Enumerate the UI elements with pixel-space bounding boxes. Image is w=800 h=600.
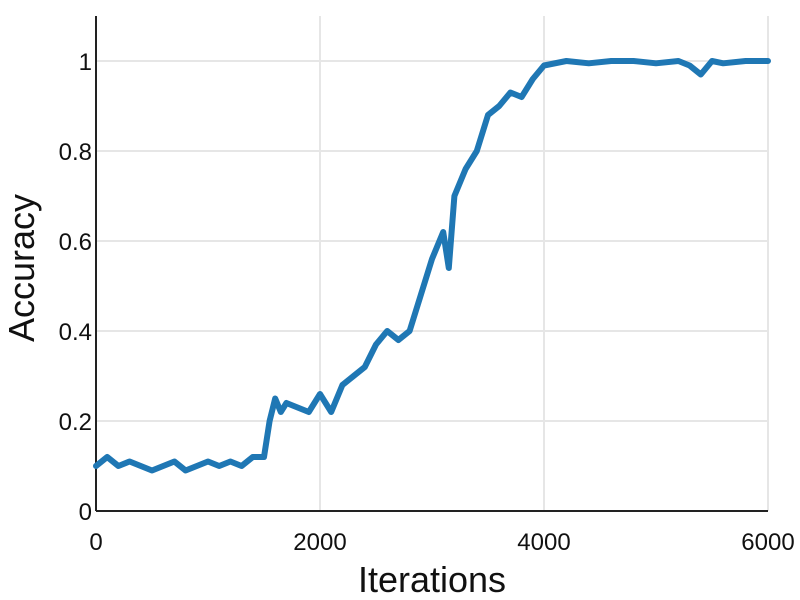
y-tick-label: 0 <box>79 499 92 526</box>
series-layer <box>93 58 771 474</box>
x-axis-title: Iterations <box>358 559 506 600</box>
accuracy-series-line <box>93 58 771 474</box>
x-tick-label: 0 <box>89 529 102 556</box>
y-axis-title: Accuracy <box>1 194 42 342</box>
x-tick-labels: 0 2000 4000 6000 <box>89 529 794 556</box>
y-tick-labels: 0 0.2 0.4 0.6 0.8 1 <box>59 49 92 526</box>
y-tick-label: 0.2 <box>59 409 92 436</box>
axes <box>95 16 768 512</box>
x-tick-label: 6000 <box>741 529 794 556</box>
grid-lines <box>96 16 769 511</box>
x-tick-label: 2000 <box>293 529 346 556</box>
y-tick-label: 0.4 <box>59 319 92 346</box>
y-tick-label: 1 <box>79 49 92 76</box>
x-tick-label: 4000 <box>517 529 570 556</box>
y-tick-label: 0.6 <box>59 229 92 256</box>
y-tick-label: 0.8 <box>59 139 92 166</box>
